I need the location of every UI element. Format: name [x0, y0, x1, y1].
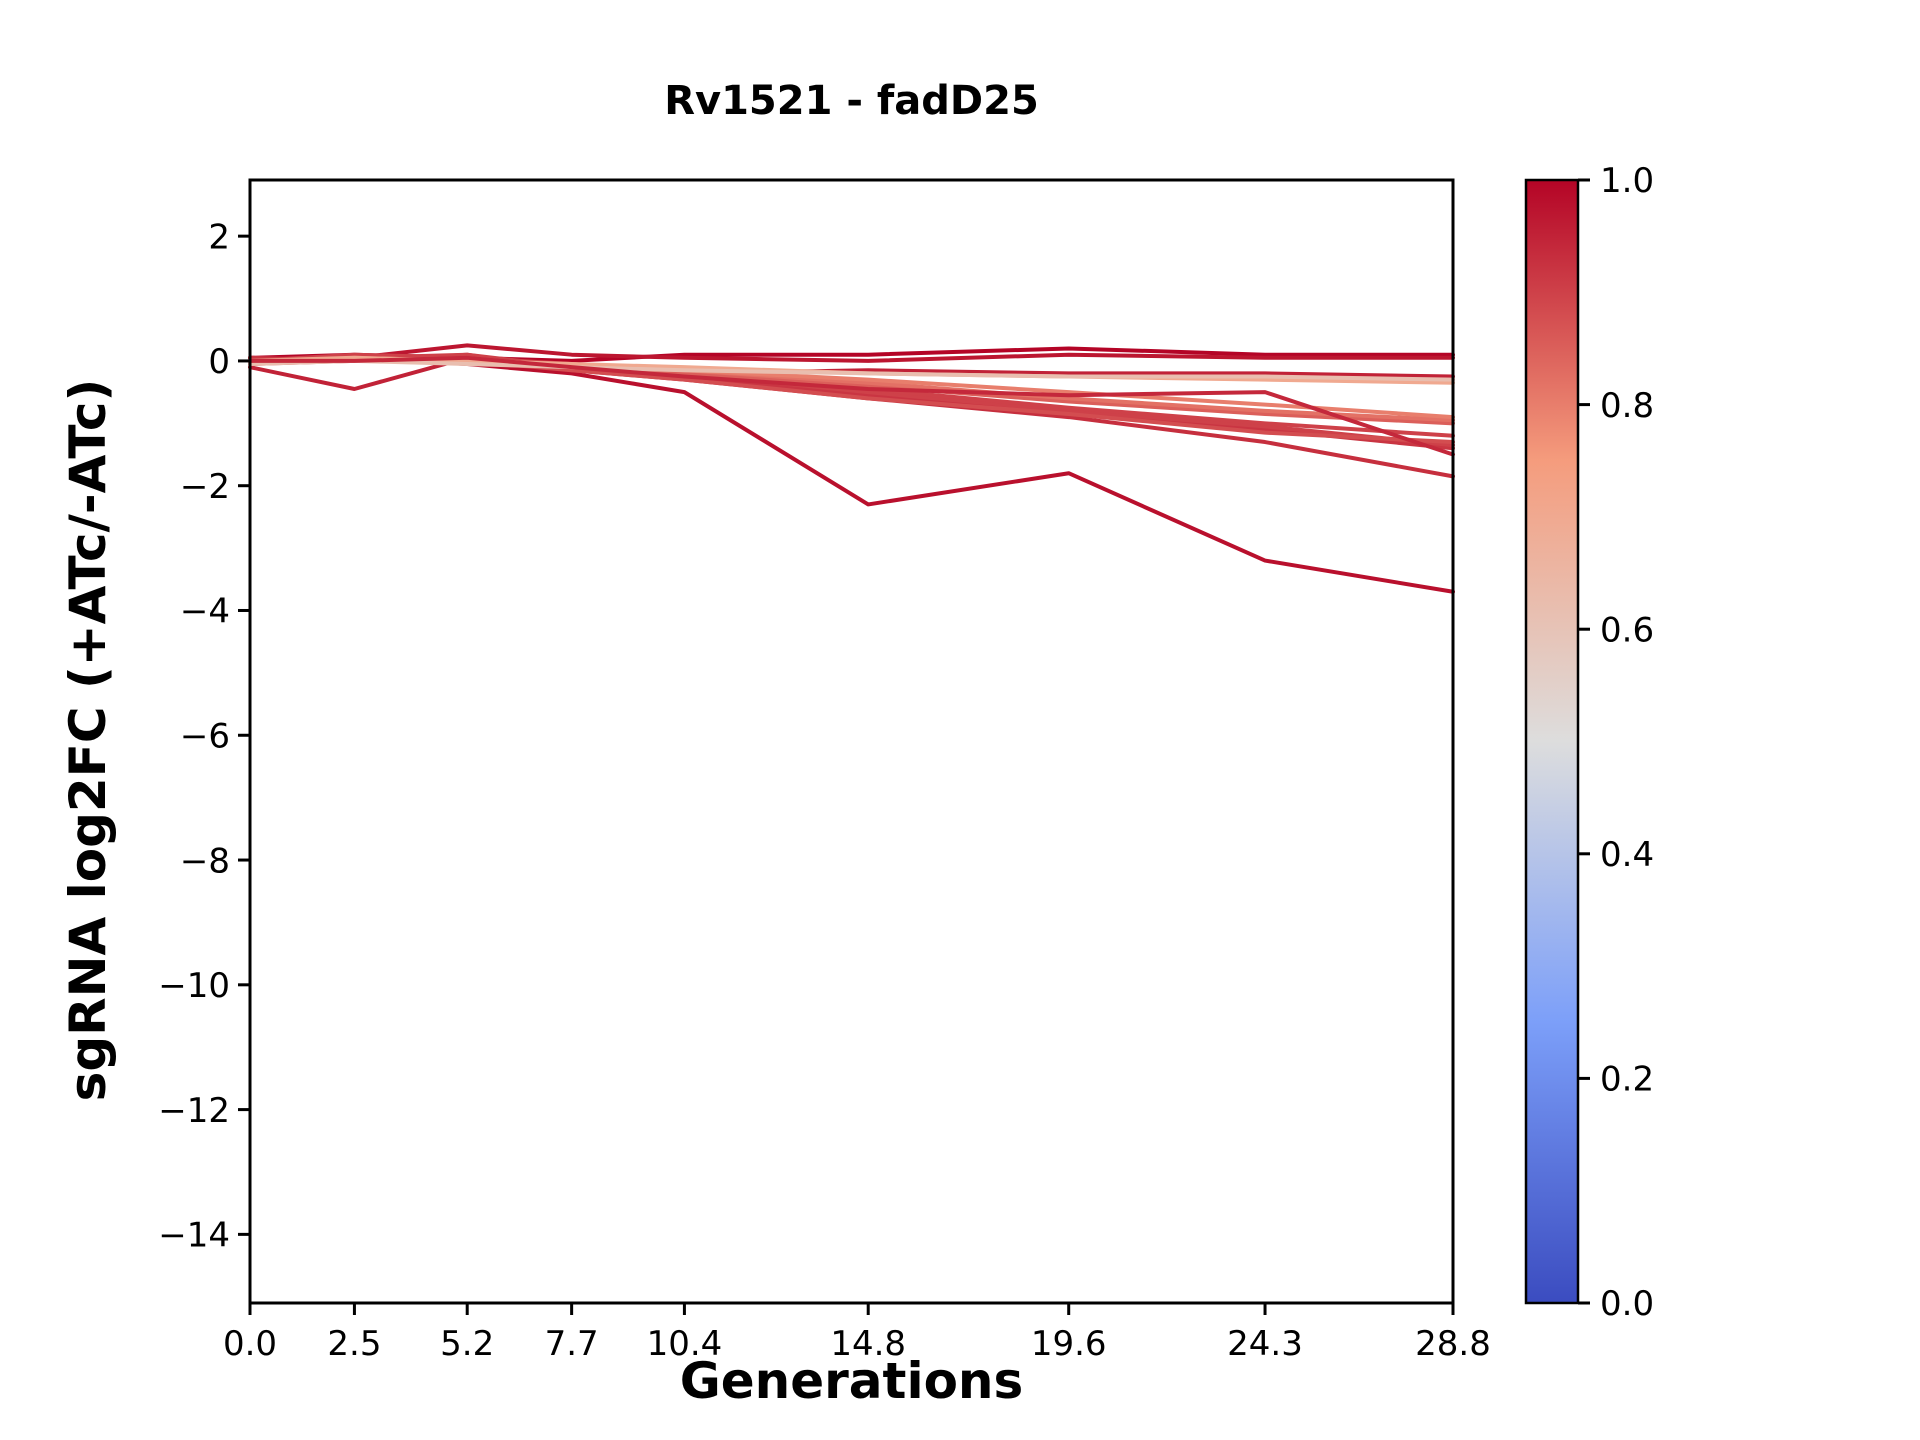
y-tick-label: 2 [208, 217, 230, 257]
y-tick-label: −10 [158, 966, 230, 1006]
x-tick-label: 5.2 [440, 1324, 494, 1364]
colorbar-tick-label: 0.0 [1600, 1284, 1654, 1324]
y-tick-label: −14 [158, 1216, 230, 1256]
colorbar-tick-label: 0.4 [1600, 835, 1654, 875]
x-axis-label: Generations [679, 1352, 1024, 1410]
colorbar-tick-label: 0.6 [1600, 610, 1654, 650]
x-tick-label: 24.3 [1227, 1324, 1303, 1364]
x-tick-label: 10.4 [647, 1324, 723, 1364]
y-tick-label: −4 [180, 592, 230, 632]
colorbar-tick-label: 0.2 [1600, 1060, 1654, 1100]
series-line-series-15 [248, 355, 1455, 457]
x-tick-label: 28.8 [1415, 1324, 1491, 1364]
y-tick-label: −8 [180, 841, 230, 881]
x-tick-label: 0.0 [223, 1324, 277, 1364]
x-tick-label: 14.8 [830, 1324, 906, 1364]
colorbar-tick-label: 0.8 [1600, 386, 1654, 426]
chart-title: Rv1521 - fadD25 [664, 78, 1039, 124]
y-tick-label: 0 [208, 342, 230, 382]
y-tick-label: −2 [180, 467, 230, 507]
colorbar-tick-label: 1.0 [1600, 161, 1654, 201]
series-line-series-14 [248, 358, 1455, 382]
x-tick-label: 2.5 [327, 1324, 381, 1364]
x-tick-label: 7.7 [545, 1324, 599, 1364]
x-tick-label: 19.6 [1031, 1324, 1107, 1364]
colorbar [1524, 178, 1580, 1305]
y-tick-label: −6 [180, 717, 230, 757]
series-line-series-02 [248, 343, 1455, 363]
axes-spines [248, 178, 1455, 1305]
y-tick-label: −12 [158, 1091, 230, 1131]
